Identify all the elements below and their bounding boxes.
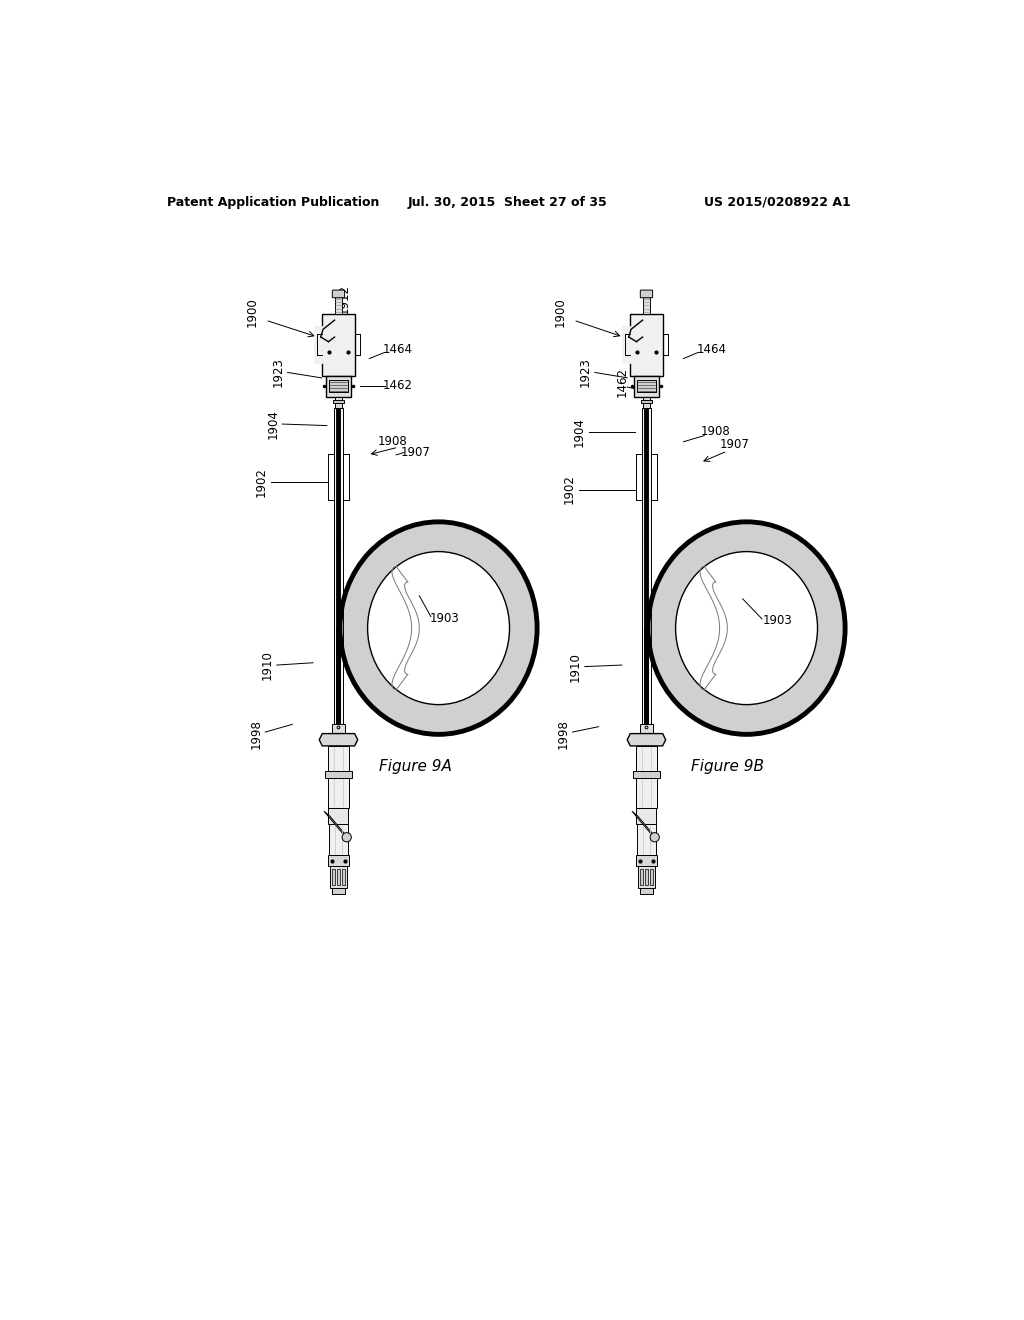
Text: 1907: 1907 [400,446,430,459]
FancyBboxPatch shape [333,290,345,298]
Ellipse shape [648,521,845,734]
Bar [634,376,658,397]
Bar [634,771,659,779]
Text: 1908: 1908 [700,425,731,438]
Bar [330,866,347,887]
Bar [642,408,651,725]
Bar [334,408,343,725]
Bar [333,869,336,884]
Text: 1900: 1900 [246,297,259,327]
Text: 1462: 1462 [383,379,413,392]
Bar [637,825,655,855]
Bar [630,314,664,376]
Bar [326,771,351,779]
Text: 1904: 1904 [573,417,586,446]
Polygon shape [319,734,357,746]
Bar [637,808,656,825]
Bar [636,746,657,808]
Bar [332,887,345,894]
Text: 1908: 1908 [378,436,408,449]
Polygon shape [324,812,349,840]
Ellipse shape [340,521,538,734]
Text: 1923: 1923 [579,358,592,387]
Polygon shape [632,812,657,840]
Bar [330,825,348,855]
Text: 1903: 1903 [430,612,460,626]
Bar [637,380,655,392]
Bar [330,380,348,392]
Text: 1462: 1462 [615,367,629,397]
Bar [649,869,652,884]
Text: 1900: 1900 [554,297,566,327]
Bar [322,314,355,376]
Bar [342,869,345,884]
Text: Jul. 30, 2015  Sheet 27 of 35: Jul. 30, 2015 Sheet 27 of 35 [408,195,607,209]
Text: Figure 9A: Figure 9A [379,759,452,775]
Bar [329,808,348,825]
Text: 1902: 1902 [255,467,268,496]
Text: 1910: 1910 [261,651,274,680]
Bar [630,334,634,354]
Text: 1923: 1923 [272,358,285,387]
Text: 1464: 1464 [383,343,413,356]
Text: 1903: 1903 [763,614,793,627]
Text: 1904: 1904 [266,409,280,440]
Bar [326,376,351,397]
Bar [638,866,655,887]
Text: Figure 9B: Figure 9B [691,759,764,775]
Bar [643,297,650,314]
Ellipse shape [368,552,510,705]
Circle shape [342,833,351,842]
Bar [335,297,342,314]
Bar [636,855,657,866]
Bar [640,725,652,734]
Text: 1907: 1907 [720,438,750,451]
Ellipse shape [676,552,817,705]
Bar [643,397,650,408]
Bar [333,400,344,404]
Text: 1998: 1998 [557,719,569,750]
Bar [333,725,345,734]
Bar [328,746,349,808]
Bar [641,400,652,404]
Text: 1910: 1910 [569,652,582,681]
Bar [337,869,340,884]
Text: 1912: 1912 [337,284,350,314]
Text: US 2015/0208922 A1: US 2015/0208922 A1 [703,195,851,209]
Bar [335,397,342,408]
Text: 1464: 1464 [697,343,727,356]
Bar [640,869,643,884]
Bar [322,334,326,354]
Text: Patent Application Publication: Patent Application Publication [167,195,379,209]
Circle shape [650,833,659,842]
Bar [328,855,349,866]
Text: 1998: 1998 [250,719,262,750]
Polygon shape [628,734,666,746]
Text: 1902: 1902 [563,475,575,504]
FancyBboxPatch shape [640,290,652,298]
Bar [640,887,653,894]
Bar [645,869,648,884]
